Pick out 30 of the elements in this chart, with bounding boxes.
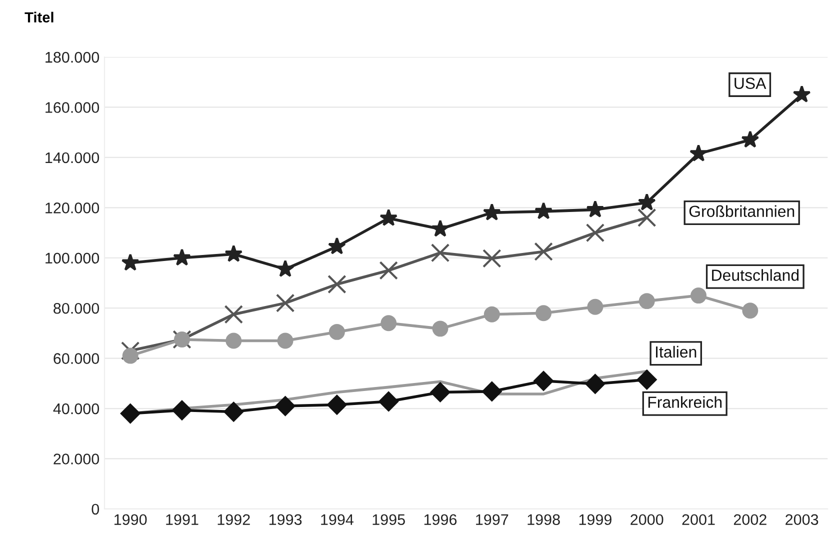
x-tick-label: 1992 <box>218 514 250 526</box>
x-tick-label: 1993 <box>269 514 302 526</box>
series-label: Deutschland <box>712 269 799 281</box>
y-axis-title: Titel <box>24 12 54 23</box>
x-tick-label: 1997 <box>476 514 508 526</box>
y-tick-label: 60.000 <box>54 353 100 364</box>
y-tick-label: 20.000 <box>54 454 100 464</box>
x-tick-label: 1995 <box>372 514 405 526</box>
series-label: Italien <box>656 346 696 358</box>
y-tick-label: 40.000 <box>53 403 100 414</box>
y-tick-label: 0 <box>92 504 100 515</box>
x-tick-label: 2001 <box>682 514 715 526</box>
y-tick-label: 160.000 <box>46 102 100 113</box>
y-tick-label: 180.000 <box>46 52 100 63</box>
x-tick-label: 1991 <box>166 514 198 526</box>
series-label: USA <box>734 78 766 89</box>
x-tick-label: 1996 <box>424 514 457 526</box>
y-tick-label: 140.000 <box>46 152 100 164</box>
x-tick-label: 2000 <box>630 514 664 526</box>
text: Großbritannien <box>689 205 794 217</box>
x-tick-label: 2002 <box>734 514 766 526</box>
x-tick-label: 1994 <box>321 514 354 526</box>
x-tick-label: 1999 <box>579 514 612 526</box>
y-tick-label: 100.000 <box>46 252 100 264</box>
x-tick-label: 1998 <box>528 514 560 526</box>
x-tick-label: 2003 <box>786 514 818 526</box>
series-label: Frankreich <box>648 396 722 408</box>
x-tick-label: 1990 <box>114 514 147 526</box>
y-tick-label: 80.000 <box>54 302 100 314</box>
y-tick-label: 120.000 <box>46 202 100 214</box>
